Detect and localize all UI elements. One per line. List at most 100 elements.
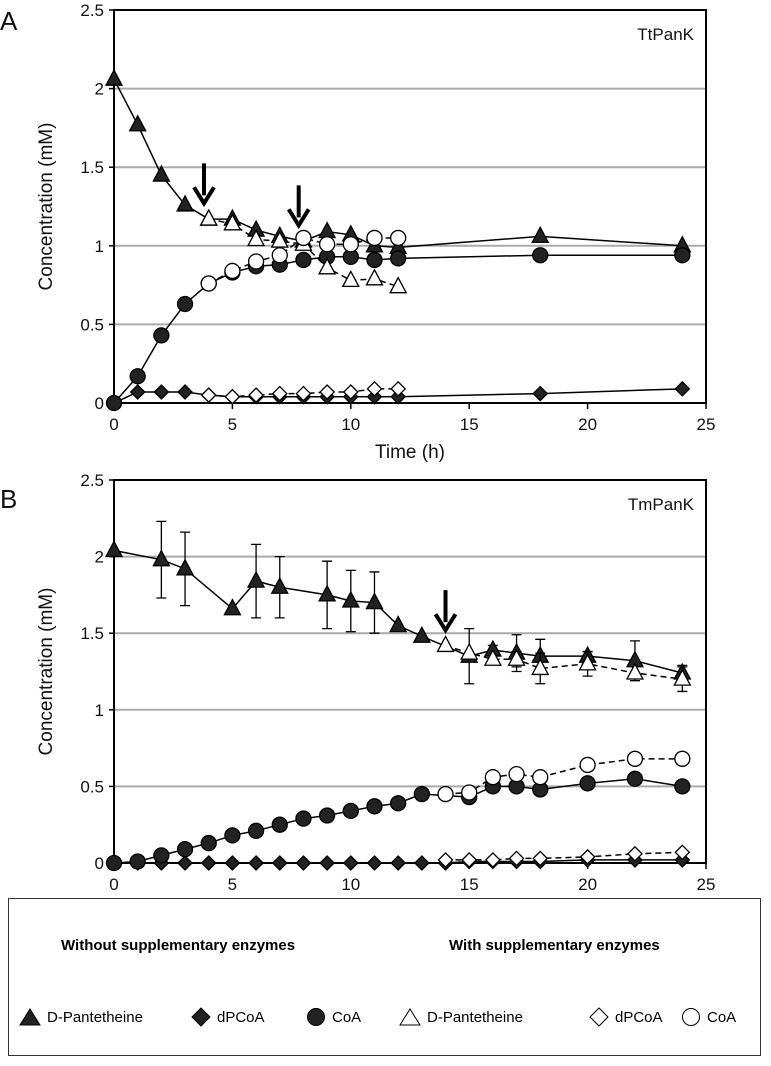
data-point-circle bbox=[579, 756, 596, 774]
data-point-triangle bbox=[270, 576, 289, 594]
data-point-circle bbox=[176, 841, 194, 858]
data-point-circle bbox=[342, 802, 359, 820]
series-line bbox=[445, 851, 683, 861]
data-point-circle bbox=[674, 247, 691, 264]
data-point-triangle bbox=[223, 213, 242, 231]
open-triangle-icon bbox=[399, 1008, 421, 1026]
data-point-circle bbox=[626, 770, 644, 787]
filled-diamond-icon bbox=[191, 1007, 211, 1027]
data-point-diamond bbox=[342, 855, 359, 871]
plot-frame bbox=[113, 479, 707, 864]
legend-item: D -Pantetheine bbox=[399, 1007, 523, 1027]
data-point-triangle bbox=[389, 615, 408, 633]
data-point-circle bbox=[390, 250, 407, 267]
data-point-diamond bbox=[200, 855, 217, 871]
data-point-triangle bbox=[389, 276, 408, 294]
data-point-diamond bbox=[627, 845, 643, 862]
data-point-circle bbox=[674, 778, 691, 795]
data-point-diamond bbox=[224, 855, 241, 871]
y-tick-label: 0 bbox=[95, 854, 104, 873]
arrow-icon bbox=[287, 185, 311, 230]
data-point-circle bbox=[271, 816, 288, 833]
y-axis-label: Concentration (mM) bbox=[36, 588, 57, 756]
y-tick-label: 1 bbox=[95, 701, 104, 720]
filled-triangle-icon bbox=[19, 1008, 41, 1026]
data-point-circle bbox=[247, 822, 265, 839]
data-point-diamond bbox=[532, 385, 549, 402]
data-point-triangle bbox=[104, 68, 124, 86]
arrow-icon bbox=[433, 590, 458, 634]
data-point-circle bbox=[484, 769, 502, 786]
series-line bbox=[113, 549, 683, 674]
series-line bbox=[113, 777, 683, 864]
data-point-triangle bbox=[152, 164, 171, 182]
x-axis-label: Time (h) bbox=[375, 442, 445, 463]
data-point-circle bbox=[366, 798, 383, 815]
data-point-diamond bbox=[508, 850, 525, 867]
data-point-diamond bbox=[271, 855, 288, 871]
data-point-triangle bbox=[246, 570, 266, 588]
data-point-triangle bbox=[365, 592, 384, 610]
data-point-triangle bbox=[199, 208, 218, 226]
data-point-diamond bbox=[319, 855, 336, 871]
data-point-triangle bbox=[531, 225, 550, 244]
data-point-triangle bbox=[128, 114, 147, 132]
data-point-triangle bbox=[175, 558, 195, 576]
legend-label-prefix: D bbox=[427, 1008, 438, 1026]
data-point-triangle bbox=[507, 648, 526, 666]
y-tick-label: 1.5 bbox=[80, 158, 104, 177]
data-point-diamond bbox=[461, 852, 478, 868]
data-point-circle bbox=[532, 247, 549, 264]
series-line bbox=[445, 758, 683, 795]
y-tick-label: 1 bbox=[95, 237, 104, 256]
arrow-icon bbox=[192, 163, 216, 208]
data-point-triangle bbox=[223, 598, 242, 616]
series-line bbox=[208, 237, 399, 285]
series-line bbox=[445, 644, 683, 680]
data-point-triangle bbox=[625, 662, 645, 680]
panel-A: 0 0.5 1 1.5 2 2.5 0 5 10 15 20 25 Time (h) Concentrat… bbox=[0, 1, 715, 463]
data-point-triangle bbox=[318, 257, 337, 275]
data-point-diamond bbox=[177, 384, 193, 400]
plot-frame bbox=[113, 9, 707, 404]
data-point-circle bbox=[200, 275, 217, 292]
data-point-diamond bbox=[413, 855, 430, 871]
y-tick-label: 0 bbox=[95, 394, 104, 413]
data-point-triangle bbox=[531, 658, 550, 676]
data-point-circle bbox=[508, 765, 525, 783]
data-point-circle bbox=[129, 853, 146, 870]
legend-item: D -Pantetheine bbox=[19, 1007, 143, 1027]
open-circle-icon bbox=[682, 1008, 700, 1026]
data-point-circle bbox=[224, 827, 241, 844]
data-point-circle bbox=[413, 785, 430, 803]
data-point-diamond bbox=[271, 385, 288, 402]
data-point-diamond bbox=[437, 852, 454, 868]
data-point-circle bbox=[176, 295, 194, 313]
data-point-diamond bbox=[248, 855, 264, 871]
data-point-diamond bbox=[390, 855, 407, 871]
y-tick-label: 2.5 bbox=[80, 471, 104, 490]
data-point-diamond bbox=[295, 855, 312, 871]
data-point-diamond bbox=[200, 387, 217, 404]
x-tick-label: 20 bbox=[578, 415, 597, 434]
panel-label: B bbox=[0, 484, 17, 514]
legend-label: CoA bbox=[332, 1008, 362, 1026]
data-point-triangle bbox=[460, 642, 479, 660]
data-point-diamond bbox=[532, 850, 549, 867]
data-point-diamond bbox=[579, 848, 596, 865]
data-point-triangle bbox=[365, 268, 384, 286]
y-tick-label: 2 bbox=[95, 80, 104, 99]
y-axis-label: Concentration (mM) bbox=[36, 123, 57, 291]
data-point-triangle bbox=[175, 194, 195, 212]
data-point-triangle bbox=[104, 540, 124, 558]
open-diamond-icon bbox=[589, 1007, 609, 1027]
series-line bbox=[114, 859, 683, 864]
x-tick-label: 15 bbox=[460, 415, 479, 434]
x-tick-label: 0 bbox=[109, 415, 118, 434]
x-tick-label: 0 bbox=[109, 875, 118, 894]
data-point-diamond bbox=[153, 384, 170, 400]
data-point-diamond bbox=[484, 852, 501, 868]
legend-header-with: With supplementary enzymes bbox=[449, 937, 660, 954]
data-point-circle bbox=[295, 251, 312, 269]
